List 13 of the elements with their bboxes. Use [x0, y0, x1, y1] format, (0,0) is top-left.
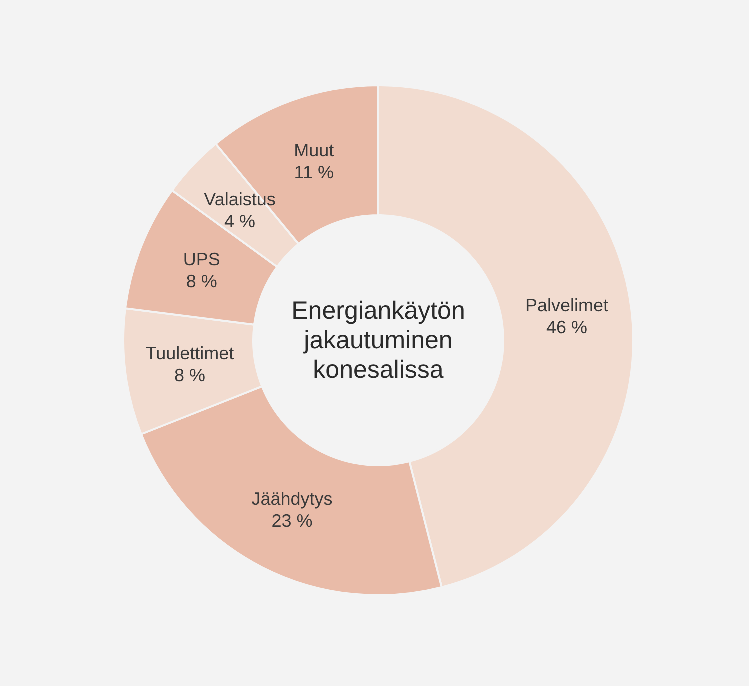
data-label: 8 % — [174, 365, 206, 386]
slice-label: UPS — [183, 250, 220, 270]
data-label: 11 % — [294, 162, 334, 183]
slice-label: Valaistus — [204, 189, 276, 210]
data-label: 46 % — [546, 318, 588, 338]
data-label: 8 % — [186, 272, 218, 292]
data-label: 4 % — [224, 211, 256, 232]
slice-label: Tuulettimet — [146, 343, 234, 364]
slice-label: Palvelimet — [525, 296, 609, 316]
slice-label: Jäähdytys — [252, 488, 333, 509]
text: Energiankäytön jakautuminen konesalissa — [292, 297, 466, 384]
slice-label: Muut — [294, 140, 334, 161]
data-label: 23 % — [272, 510, 313, 531]
